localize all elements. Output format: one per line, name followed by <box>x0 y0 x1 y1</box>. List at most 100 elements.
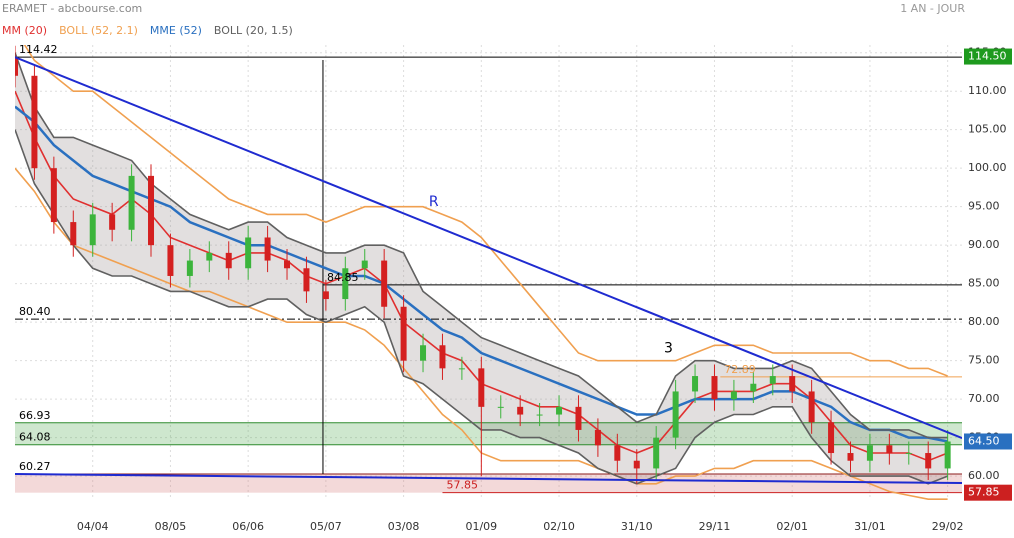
y-tick-label: 110.00 <box>968 84 1007 97</box>
x-tick-label: 05/07 <box>310 520 342 533</box>
x-tick-label: 29/02 <box>932 520 964 533</box>
candle-body <box>50 168 57 223</box>
candle-body <box>633 460 640 469</box>
candle-body <box>70 222 77 246</box>
price-tag <box>964 48 1012 65</box>
level-zone <box>15 422 962 445</box>
candle-body <box>245 237 252 269</box>
candle-body <box>186 260 193 276</box>
y-tick-label: 90.00 <box>968 238 1000 251</box>
candle-body <box>89 214 96 246</box>
x-tick-label: 02/01 <box>776 520 808 533</box>
candle-body <box>148 175 155 246</box>
candle-body <box>653 437 660 469</box>
y-tick-label: 75.00 <box>968 354 1000 367</box>
candle-body <box>789 376 796 392</box>
level-label: 114.42 <box>19 43 58 56</box>
candle-body <box>284 260 291 269</box>
candle-body <box>769 376 776 384</box>
candle-body <box>167 245 174 276</box>
candle-body <box>31 75 38 169</box>
candle-body <box>750 383 757 392</box>
level-label: 84.85 <box>327 271 359 284</box>
price-tag-label: 114.50 <box>968 50 1007 63</box>
candle-body <box>128 175 135 230</box>
candle-body <box>303 268 310 292</box>
level-zone <box>15 474 962 493</box>
band-upper <box>15 52 948 439</box>
candle-body <box>808 391 815 423</box>
annotation: 3 <box>664 340 673 356</box>
y-tick-label: 85.00 <box>968 277 1000 290</box>
candle-body <box>711 376 718 400</box>
x-tick-label: 08/05 <box>155 520 187 533</box>
candle-body <box>556 406 563 415</box>
price-tag <box>964 484 1012 501</box>
level-label: 80.40 <box>19 305 51 318</box>
period: 1 AN - JOUR <box>900 2 965 15</box>
candle-body <box>381 260 388 307</box>
candle-body <box>439 345 446 369</box>
candle-body <box>225 252 232 269</box>
price-tag-label: 64.50 <box>968 434 1000 447</box>
candle-body <box>866 445 873 461</box>
candle-body <box>206 252 213 261</box>
x-tick-label: 03/08 <box>388 520 420 533</box>
x-tick-label: 31/10 <box>621 520 653 533</box>
level-label: 64.08 <box>19 431 51 444</box>
y-tick-label: 60.00 <box>968 469 1000 482</box>
candle-body <box>828 422 835 454</box>
candle-body <box>264 237 271 261</box>
level-label: 60.27 <box>19 460 51 473</box>
candle-body <box>15 57 18 76</box>
x-tick-label: 02/10 <box>543 520 575 533</box>
candle-body <box>420 345 427 361</box>
candle-body <box>925 453 932 469</box>
legend-entry: BOLL (52, 2.1) <box>59 24 138 37</box>
x-tick-label: 04/04 <box>77 520 109 533</box>
candle-body <box>109 214 116 230</box>
candle-body <box>905 453 912 455</box>
level-label: 72.89 <box>724 363 756 376</box>
legend-entry: MM (20) <box>2 24 47 37</box>
overlay: 60.0065.0070.0075.0080.0085.0090.0095.00… <box>2 24 1012 533</box>
y-tick-label: 70.00 <box>968 392 1000 405</box>
level-label: 57.85 <box>446 479 478 492</box>
candle-body <box>458 368 465 370</box>
trendline <box>15 473 962 485</box>
y-tick-label: 105.00 <box>968 123 1007 136</box>
candle-body <box>692 376 699 392</box>
y-tick-label: 95.00 <box>968 200 1000 213</box>
y-tick-label: 80.00 <box>968 315 1000 328</box>
candle-body <box>400 306 407 361</box>
candle-body <box>730 391 737 400</box>
candle-body <box>614 445 621 461</box>
x-tick-label: 06/06 <box>232 520 264 533</box>
trendline <box>15 56 962 439</box>
candle-body <box>886 445 893 454</box>
y-tick-label: 100.00 <box>968 161 1007 174</box>
candle-body <box>342 268 349 300</box>
candle-body <box>361 260 368 269</box>
candle-body <box>478 368 485 407</box>
candle-body <box>322 291 329 300</box>
candle-body <box>575 406 582 430</box>
candle-body <box>944 441 951 469</box>
chart-title: ERAMET - abcbourse.com <box>2 2 142 15</box>
candle-body <box>672 391 679 438</box>
price-tag <box>964 433 1012 450</box>
candle-body <box>497 406 504 408</box>
level-label: 66.93 <box>19 409 51 422</box>
annotation: R <box>429 194 439 210</box>
x-tick-label: 29/11 <box>699 520 731 533</box>
candle-body <box>536 414 543 416</box>
candle-body <box>517 406 524 415</box>
price-tag-label: 57.85 <box>968 486 1000 499</box>
plot <box>15 45 962 500</box>
band-upper <box>23 45 948 377</box>
legend-entry: MME (52) <box>150 24 202 37</box>
x-tick-label: 31/01 <box>854 520 886 533</box>
candle-body <box>847 453 854 461</box>
legend-entry: BOLL (20, 1.5) <box>214 24 293 37</box>
